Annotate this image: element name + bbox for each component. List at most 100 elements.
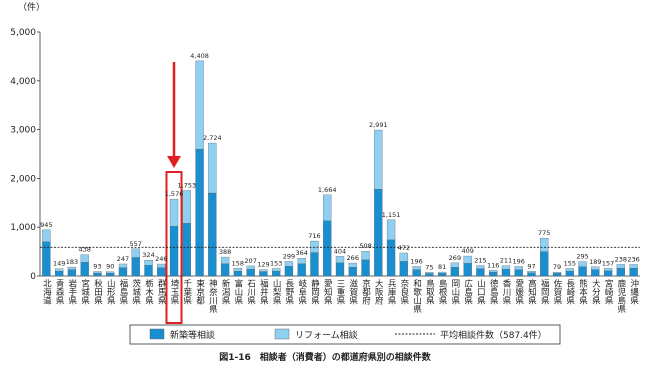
- value-label: 211: [500, 257, 512, 265]
- x-tick-label: 広島県: [463, 278, 473, 305]
- x-tick-label: 埼玉県: [169, 278, 179, 305]
- bar-segment: [297, 258, 306, 264]
- bar-segment: [386, 239, 396, 277]
- x-tick-label: 愛媛県: [514, 278, 524, 305]
- value-label: 189: [589, 258, 601, 266]
- x-tick-label: 兵庫県: [386, 278, 396, 305]
- value-label: 153: [270, 260, 282, 268]
- bar-segment: [386, 219, 396, 241]
- bar-segment: [131, 248, 140, 258]
- x-tick-label: 神奈川県: [207, 278, 217, 314]
- bar-segment: [67, 269, 77, 277]
- bar-segment: [335, 262, 345, 277]
- bar-segment: [323, 220, 332, 277]
- bar-segment: [106, 271, 115, 274]
- bar-segment: [450, 267, 460, 277]
- bar-segment: [425, 272, 434, 274]
- bar-segment: [182, 190, 191, 224]
- bar-segment: [374, 129, 383, 190]
- bar-segment: [272, 270, 281, 277]
- value-label: 238: [615, 255, 627, 263]
- value-label: 472: [398, 244, 410, 252]
- bar-segment: [463, 255, 472, 264]
- y-tick-label: 3,000: [10, 126, 36, 136]
- bar-segment: [552, 271, 562, 274]
- x-tick-label: 香川県: [501, 278, 511, 305]
- value-label: 364: [295, 249, 307, 257]
- bar-segment: [233, 270, 243, 277]
- value-label: 2,724: [203, 134, 222, 142]
- bar-segment: [348, 262, 357, 268]
- value-label: 155: [564, 259, 576, 267]
- legend-swatch: [149, 328, 165, 340]
- bar-segment: [118, 263, 128, 268]
- x-tick-label: 新潟県: [220, 278, 230, 305]
- bar-segment: [54, 270, 64, 277]
- value-label: 93: [93, 262, 101, 270]
- bar-segment: [578, 266, 587, 277]
- bar-segment: [195, 60, 204, 150]
- bar-segment: [157, 263, 166, 268]
- bar-segment: [361, 259, 370, 277]
- bar-segment: [527, 272, 536, 277]
- x-tick-label: 東京都: [195, 278, 205, 305]
- bar-segment: [208, 142, 217, 194]
- y-tick-label: 5,000: [10, 28, 36, 38]
- bar-segment: [501, 269, 511, 277]
- bar-segment: [412, 269, 421, 277]
- value-label: 409: [461, 247, 473, 255]
- bar-segment: [565, 270, 574, 277]
- x-tick-label: 滋賀県: [348, 278, 358, 305]
- x-tick-label: 沖縄県: [629, 278, 639, 305]
- bar-segment: [169, 226, 179, 277]
- value-label: 129: [257, 261, 269, 269]
- value-label: 945: [40, 221, 52, 229]
- bar-segment: [591, 266, 600, 270]
- value-label: 247: [117, 255, 129, 263]
- bar-segment: [514, 269, 523, 277]
- bar-segment: [450, 262, 460, 268]
- value-label: 438: [78, 246, 90, 254]
- value-label: 246: [155, 255, 167, 263]
- value-label: 207: [244, 257, 256, 265]
- value-label: 75: [425, 263, 433, 271]
- x-tick-label: 島根県: [437, 278, 447, 305]
- bar-segment: [42, 229, 51, 242]
- bar-segment: [310, 252, 319, 277]
- x-tick-label: 宮崎県: [603, 278, 613, 305]
- bar-segment: [220, 263, 230, 277]
- x-tick-label: 福井県: [258, 278, 268, 305]
- bar-segment: [106, 272, 115, 277]
- x-tick-label: 千葉県: [182, 278, 192, 305]
- bar-segment: [93, 271, 102, 274]
- x-tick-label: 大分県: [590, 278, 600, 305]
- x-tick-label: 長崎県: [565, 279, 575, 305]
- x-tick-label: 京都府: [361, 278, 371, 305]
- value-label: 183: [66, 258, 78, 266]
- value-label: 1,753: [178, 181, 197, 189]
- bar-segment: [540, 238, 549, 252]
- x-tick-label: 山形県: [105, 278, 115, 305]
- value-label: 196: [513, 257, 525, 265]
- bar-segment: [603, 268, 613, 272]
- bar-segment: [565, 268, 574, 272]
- value-label: 1,576: [165, 190, 184, 198]
- x-tick-label: 長野県: [284, 279, 294, 305]
- x-tick-label: 高知県: [526, 278, 536, 305]
- value-label: 324: [142, 251, 154, 259]
- x-tick-label: 富山県: [233, 278, 243, 305]
- bar-segment: [412, 266, 421, 270]
- bar-segment: [514, 266, 523, 270]
- bar-segment: [246, 269, 255, 277]
- bar-segment: [348, 267, 357, 277]
- bar-segment: [118, 267, 128, 277]
- value-label: 557: [130, 240, 142, 248]
- legend-swatch: [274, 328, 290, 340]
- x-tick-label: 青森県: [54, 278, 64, 305]
- bar-segment: [54, 268, 64, 272]
- bar-segment: [616, 268, 626, 277]
- bar-segment: [374, 188, 383, 277]
- x-tick-label: 大阪府: [373, 278, 383, 305]
- value-label: 158: [232, 259, 244, 267]
- bar-segment: [616, 264, 626, 269]
